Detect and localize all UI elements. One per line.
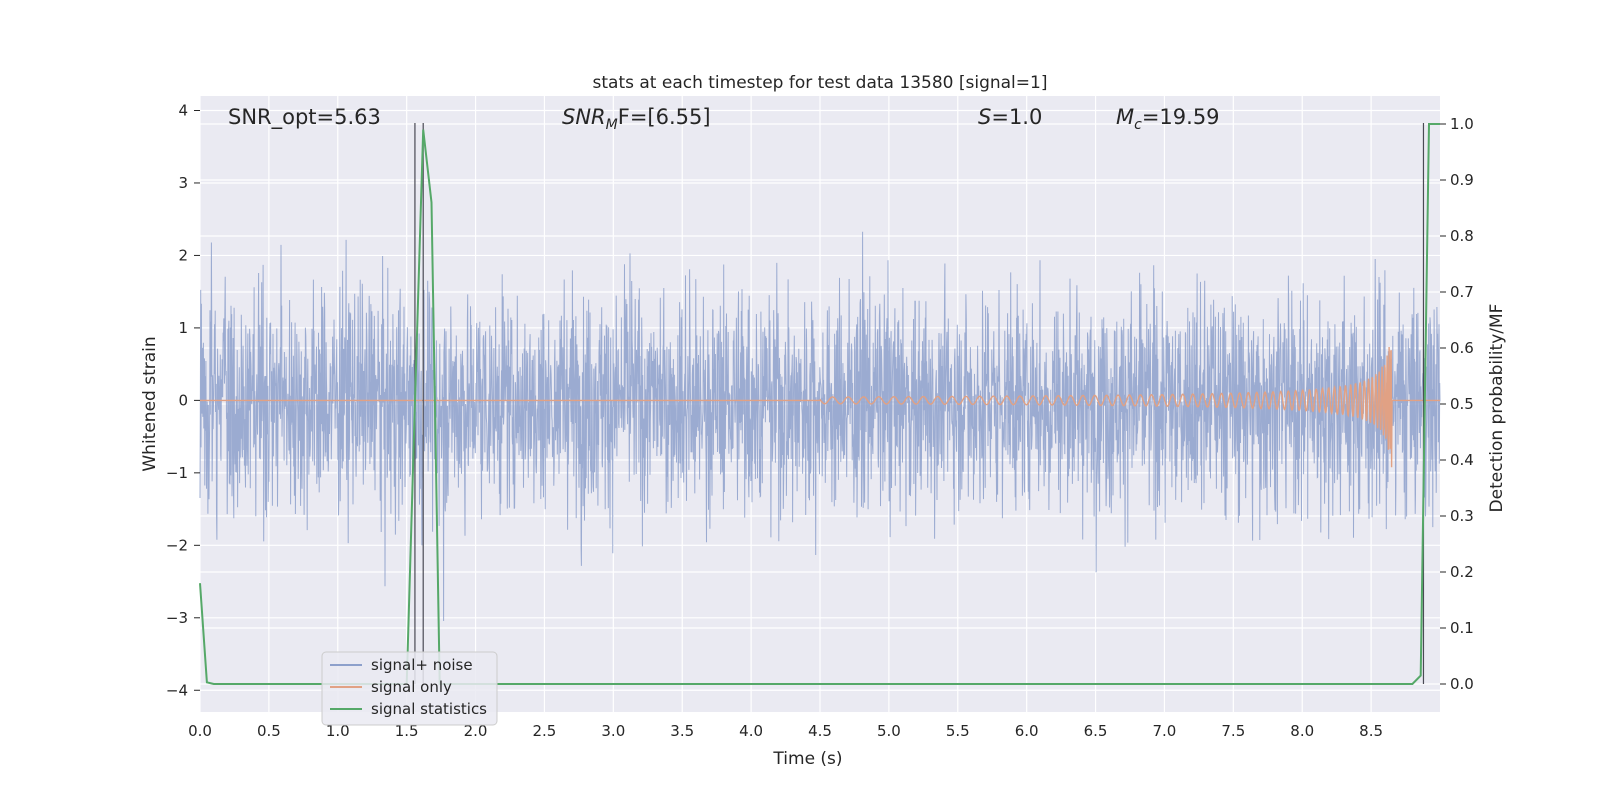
y-tick-label: −2	[166, 536, 188, 554]
y-axis-ticks: −4 −3 −2 −1 0 1 2 3 4	[166, 101, 200, 699]
x-tick-label: 0.0	[188, 722, 212, 740]
x-axis-title: Time (s)	[772, 749, 842, 769]
right-tick-label: 1.0	[1450, 115, 1474, 133]
x-tick-label: 5.0	[877, 722, 901, 740]
x-tick-label: 1.5	[395, 722, 419, 740]
y-tick-label: 4	[178, 101, 188, 119]
right-tick-label: 0.7	[1450, 283, 1474, 301]
annotation-mc: Mc=19.59	[1116, 105, 1220, 133]
chirp-trace	[200, 346, 1440, 468]
x-tick-label: 4.5	[808, 722, 832, 740]
x-axis-ticks: 0.0 0.5 1.0 1.5 2.0 2.5 3.0 3.5 4.0 4.5 5.0 5.5 6.0 6…	[188, 722, 1383, 740]
annotation-snr-mf-rest: F=[6.55]	[618, 105, 711, 129]
right-tick-label: 0.8	[1450, 227, 1474, 245]
right-axis-title: Detection probability/MF	[1487, 304, 1507, 513]
legend-box	[321, 651, 498, 726]
x-tick-label: 2.0	[464, 722, 488, 740]
right-tick-label: 0.1	[1450, 619, 1474, 637]
right-axis-ticks: 0.0 0.1 0.2 0.3 0.4 0.5 0.6 0.7 0.8 0.9 1.0	[1440, 115, 1474, 693]
legend-label-signal-only: signal only	[371, 678, 452, 696]
x-tick-label: 0.5	[257, 722, 281, 740]
annotation-s-rest: =1.0	[991, 105, 1042, 129]
legend-label-signal-statistics: signal statistics	[371, 700, 487, 718]
y-tick-label: −3	[166, 609, 188, 627]
right-tick-label: 0.5	[1450, 395, 1474, 413]
x-tick-label: 4.0	[739, 722, 763, 740]
right-tick-label: 0.6	[1450, 339, 1474, 357]
series-signal-statistics	[199, 123, 1440, 685]
x-tick-label: 6.5	[1084, 722, 1108, 740]
x-tick-label: 5.5	[946, 722, 970, 740]
annotation-snr-mf-sub: M	[606, 117, 618, 133]
x-tick-label: 3.0	[601, 722, 625, 740]
right-tick-label: 0.9	[1450, 171, 1474, 189]
noise-trace	[199, 231, 1441, 622]
annotation-snr-mf: SNRMF=[6.55]	[562, 105, 711, 133]
x-tick-label: 2.5	[533, 722, 557, 740]
x-tick-label: 3.5	[670, 722, 694, 740]
annotation-mc-rest: =19.59	[1142, 105, 1220, 129]
x-tick-label: 6.0	[1015, 722, 1039, 740]
annotation-mc-main: M	[1116, 105, 1134, 129]
y-tick-label: 2	[178, 246, 188, 264]
annotation-snr-mf-main: SNR	[562, 105, 606, 129]
right-tick-label: 0.2	[1450, 563, 1474, 581]
annotation-mc-sub: c	[1134, 117, 1142, 133]
right-tick-label: 0.0	[1450, 675, 1474, 693]
annotation-s: S=1.0	[978, 105, 1042, 129]
right-tick-label: 0.4	[1450, 451, 1474, 469]
y-tick-label: −1	[166, 464, 188, 482]
right-tick-label: 0.3	[1450, 507, 1474, 525]
y-tick-label: −4	[166, 681, 188, 699]
legend: signal+ noise signal only signal statist…	[321, 651, 498, 726]
x-tick-label: 7.0	[1153, 722, 1177, 740]
chart-title: stats at each timestep for test data 135…	[593, 73, 1048, 93]
series-signal-only	[200, 346, 1440, 468]
y-axis-title: Whitened strain	[140, 336, 160, 471]
y-tick-label: 0	[178, 391, 188, 409]
x-tick-label: 8.5	[1359, 722, 1383, 740]
series-signal-noise	[199, 231, 1441, 622]
legend-label-signal-noise: signal+ noise	[371, 656, 473, 674]
annotation-snr-opt: SNR_opt=5.63	[228, 105, 381, 130]
statistics-trace	[199, 123, 1440, 685]
x-tick-label: 7.5	[1221, 722, 1245, 740]
x-tick-label: 8.0	[1290, 722, 1314, 740]
y-tick-label: 3	[178, 174, 188, 192]
x-tick-label: 1.0	[326, 722, 350, 740]
annotation-s-main: S	[978, 105, 991, 129]
y-tick-label: 1	[178, 319, 188, 337]
